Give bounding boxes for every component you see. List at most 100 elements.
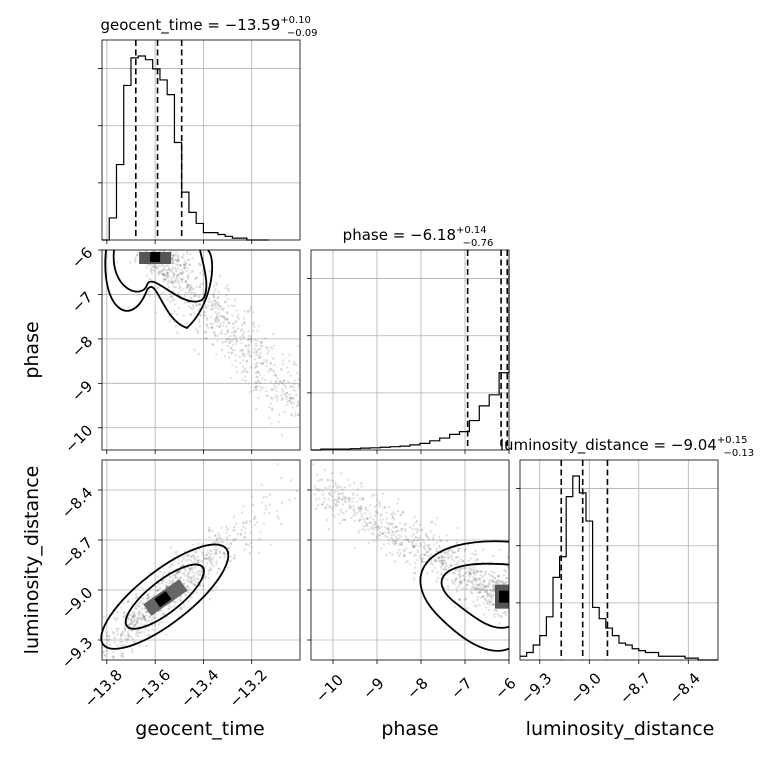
sample-point <box>389 551 392 555</box>
sample-point <box>490 597 494 600</box>
sample-point <box>473 588 476 591</box>
sample-point <box>358 519 361 522</box>
sample-point <box>132 619 136 622</box>
sample-point <box>414 542 418 546</box>
sample-point <box>185 286 188 289</box>
sample-point <box>360 485 363 488</box>
sample-point <box>196 276 199 279</box>
sample-point <box>175 263 178 266</box>
sample-point <box>236 315 239 319</box>
sample-point <box>259 352 262 355</box>
sample-point <box>201 553 205 556</box>
sample-point <box>272 344 276 348</box>
sample-point <box>179 264 182 267</box>
sample-point <box>215 315 219 318</box>
sample-point <box>194 277 198 280</box>
sample-point <box>152 594 155 597</box>
sample-point <box>506 577 509 580</box>
sample-point <box>498 622 501 625</box>
sample-point <box>296 400 300 403</box>
sample-point <box>491 579 494 583</box>
sample-point <box>484 597 487 601</box>
sample-point <box>331 491 334 494</box>
sample-point <box>128 618 131 621</box>
tick-label-geocent_time: −13.6 <box>129 666 174 711</box>
sample-point <box>403 554 406 558</box>
sample-point <box>475 580 478 583</box>
sample-point <box>439 539 442 542</box>
sample-point <box>193 291 196 295</box>
sample-point <box>458 571 461 574</box>
sample-point <box>165 273 168 277</box>
sample-point <box>154 266 157 269</box>
sample-point <box>169 546 172 549</box>
sample-point <box>466 583 469 587</box>
sample-point <box>260 340 263 343</box>
sample-point <box>181 256 184 259</box>
sample-point <box>445 568 448 571</box>
sample-point <box>213 332 216 335</box>
sample-point <box>367 528 370 531</box>
sample-point <box>292 382 296 386</box>
sample-point <box>192 269 195 272</box>
sample-point <box>157 273 160 276</box>
sample-point <box>482 584 485 587</box>
sample-point <box>226 338 229 341</box>
sample-point <box>132 623 136 626</box>
sample-point <box>457 585 460 588</box>
sample-point <box>165 581 168 584</box>
sample-point <box>161 269 164 273</box>
sample-point <box>327 498 330 501</box>
sample-point <box>417 544 420 548</box>
sample-point <box>235 320 238 323</box>
sample-point <box>217 304 220 307</box>
sample-point <box>120 635 123 638</box>
sample-point <box>269 380 272 383</box>
sample-point <box>422 546 425 549</box>
sample-point <box>469 572 472 576</box>
sample-point <box>134 260 137 263</box>
sample-point <box>427 550 430 553</box>
sample-point <box>131 648 134 651</box>
sample-point <box>193 566 196 569</box>
sample-point <box>242 525 245 528</box>
sample-point <box>202 313 205 316</box>
sample-point <box>147 597 150 600</box>
sample-point <box>223 552 226 555</box>
sample-point <box>120 606 123 610</box>
tick-label-luminosity_distance: −8.7 <box>58 534 96 572</box>
sample-point <box>193 348 196 351</box>
sample-point <box>204 306 207 309</box>
sample-point <box>363 520 366 523</box>
sample-point <box>195 285 199 289</box>
sample-point <box>226 311 229 314</box>
sample-point <box>261 362 265 365</box>
sample-point <box>199 272 202 275</box>
sample-point <box>186 591 189 594</box>
sample-point <box>358 529 361 532</box>
sample-point <box>348 484 351 487</box>
contour-inner <box>112 249 208 303</box>
sample-point <box>452 572 455 575</box>
sample-point <box>131 629 134 632</box>
sample-point <box>326 487 329 490</box>
sample-point <box>484 570 487 573</box>
sample-point <box>133 640 136 643</box>
sample-point <box>428 547 432 550</box>
sample-point <box>165 633 168 636</box>
sample-point <box>331 508 334 511</box>
sample-point <box>404 530 407 533</box>
sample-point <box>490 600 493 603</box>
sample-point <box>216 536 219 540</box>
sample-point <box>171 280 174 283</box>
sample-point <box>119 640 122 643</box>
sample-point <box>216 315 219 318</box>
sample-point <box>477 583 480 586</box>
sample-point <box>377 527 380 530</box>
sample-point <box>460 581 463 584</box>
sample-point <box>214 316 218 320</box>
sample-point <box>470 587 473 590</box>
sample-point <box>121 655 124 658</box>
sample-point <box>225 337 229 340</box>
sample-point <box>268 416 271 420</box>
